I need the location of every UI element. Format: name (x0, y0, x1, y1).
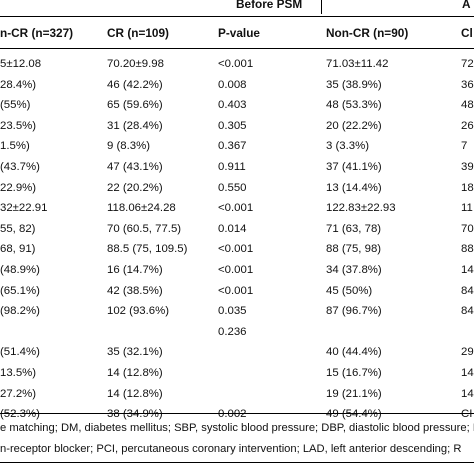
cell-cr-after: 88 (461, 243, 474, 256)
cell-p-value: 0.002 (218, 408, 247, 421)
footnote-bottom-rule (0, 462, 474, 463)
cell-non-cr-before: (55%) (0, 99, 31, 112)
cell-cr-after: 72 (461, 58, 474, 70)
cell-non-cr-after: 71 (63, 78) (326, 222, 382, 235)
cell-non-cr-after: 87 (96.7%) (326, 305, 382, 318)
column-header-cr-before: CR (n=109) (107, 26, 169, 40)
cell-cr-after: 70 (461, 222, 474, 235)
cell-cr-after: 14 (461, 264, 474, 276)
cell-non-cr-before: 28.4%) (0, 78, 37, 91)
cell-cr-after: 39 (461, 161, 474, 173)
header-rule (0, 16, 474, 17)
cell-cr-after: CI (461, 408, 473, 421)
cell-non-cr-after: 48 (53.3%) (326, 99, 382, 112)
cell-non-cr-after: 37 (41.1%) (326, 161, 382, 173)
cell-non-cr-before: 1.5%) (0, 140, 30, 153)
cell-cr-before: 118.06±24.28 (107, 202, 176, 215)
cell-cr-after: 84 (461, 305, 474, 318)
cell-cr-after: 7 (461, 140, 468, 153)
cell-cr-before: 88.5 (75, 109.5) (107, 243, 188, 256)
group-divider (321, 0, 322, 14)
cell-p-value: <0.001 (218, 284, 254, 297)
cell-cr-before: 14 (12.8%) (107, 387, 163, 400)
cell-cr-before: 16 (14.7%) (107, 264, 163, 276)
cell-p-value: 0.035 (218, 305, 247, 318)
cell-cr-after: 14 (461, 387, 474, 400)
cell-cr-before: 42 (38.5%) (107, 284, 163, 297)
cell-non-cr-before: (52.3%) (0, 408, 40, 421)
cell-cr-after: 14 (461, 367, 474, 379)
header-bottom-rule (0, 48, 474, 49)
cell-p-value: 0.550 (218, 181, 247, 194)
cell-non-cr-after: 35 (38.9%) (326, 78, 382, 91)
column-header-non-cr-after: Non-CR (n=90) (326, 26, 409, 40)
cell-non-cr-after: 19 (21.1%) (326, 387, 382, 400)
cell-cr-before: 102 (93.6%) (107, 305, 170, 318)
column-header-cr-after: Cl (461, 26, 473, 40)
footnote-line-1: e matching; DM, diabetes mellitus; SBP, … (0, 422, 474, 434)
cell-non-cr-after: 122.83±22.93 (326, 202, 396, 215)
cell-non-cr-before: 32±22.91 (0, 202, 48, 215)
group-header-after-psm: A (462, 0, 471, 11)
cell-cr-after: 29 (461, 346, 474, 359)
cell-cr-before: 46 (42.2%) (107, 78, 163, 91)
cell-non-cr-after: 45 (50%) (326, 284, 373, 297)
group-header-before-psm: Before PSM (236, 0, 303, 11)
cell-cr-before: 35 (32.1%) (107, 346, 163, 359)
cell-non-cr-before: 68, 91) (0, 243, 36, 256)
cell-cr-after: 84 (461, 284, 474, 297)
cell-non-cr-after: 34 (37.8%) (326, 264, 382, 276)
cell-non-cr-before: (51.4%) (0, 346, 40, 359)
cell-p-value: 0.305 (218, 119, 247, 132)
cell-cr-before: 65 (59.6%) (107, 99, 163, 112)
cell-non-cr-before: 13.5%) (0, 367, 37, 379)
cell-cr-before: 9 (8.3%) (107, 140, 151, 153)
cell-cr-after: 48 (461, 99, 474, 112)
cell-non-cr-after: 71.03±11.42 (326, 58, 389, 70)
cell-non-cr-before: (48.9%) (0, 264, 40, 276)
cell-non-cr-before: 55, 82) (0, 222, 36, 235)
cell-p-value: <0.001 (218, 58, 254, 70)
cell-non-cr-after: 49 (54.4%) (326, 408, 382, 421)
cell-non-cr-after: 20 (22.2%) (326, 119, 382, 132)
cell-cr-before: 14 (12.8%) (107, 367, 163, 379)
cell-p-value: <0.001 (218, 202, 254, 215)
cell-p-value: 0.236 (218, 325, 247, 338)
cell-non-cr-before: 22.9%) (0, 181, 37, 194)
cell-non-cr-after: 13 (14.4%) (326, 181, 382, 194)
cell-non-cr-before: 27.2%) (0, 387, 37, 400)
cell-p-value: 0.367 (218, 140, 247, 153)
cell-cr-before: 70.20±9.98 (107, 58, 164, 70)
cell-cr-before: 70 (60.5, 77.5) (107, 222, 182, 235)
cell-p-value: 0.403 (218, 99, 247, 112)
cell-p-value: 0.008 (218, 78, 247, 91)
cell-non-cr-before: (98.2%) (0, 305, 40, 318)
cell-non-cr-after: 88 (75, 98) (326, 243, 382, 256)
cell-non-cr-before: (65.1%) (0, 284, 40, 297)
cell-cr-after: 18 (461, 181, 474, 194)
cell-non-cr-before: 5±12.08 (0, 58, 42, 70)
cell-cr-before: 47 (43.1%) (107, 161, 163, 173)
column-header-non-cr-before: n-CR (n=327) (0, 26, 74, 40)
cell-cr-after: 36 (461, 78, 474, 91)
cell-cr-before: 31 (28.4%) (107, 119, 163, 132)
cell-non-cr-after: 40 (44.4%) (326, 346, 382, 359)
cell-p-value: 0.014 (218, 222, 247, 235)
table-bottom-rule (0, 413, 474, 414)
cell-cr-before: 22 (20.2%) (107, 181, 163, 194)
cell-p-value: <0.001 (218, 264, 254, 276)
cell-cr-before: 38 (34.9%) (107, 408, 163, 421)
cell-non-cr-before: (43.7%) (0, 161, 40, 173)
cell-p-value: <0.001 (218, 243, 254, 256)
cell-p-value: 0.911 (218, 161, 246, 173)
cell-non-cr-after: 15 (16.7%) (326, 367, 382, 379)
cell-non-cr-after: 3 (3.3%) (326, 140, 370, 153)
cell-non-cr-before: 23.5%) (0, 119, 37, 132)
column-header-p-value: P-value (218, 26, 260, 40)
cell-cr-after: 11 (461, 202, 473, 215)
cell-cr-after: 26 (461, 119, 474, 132)
footnote-line-2: n-receptor blocker; PCI, percutaneous co… (0, 443, 462, 455)
